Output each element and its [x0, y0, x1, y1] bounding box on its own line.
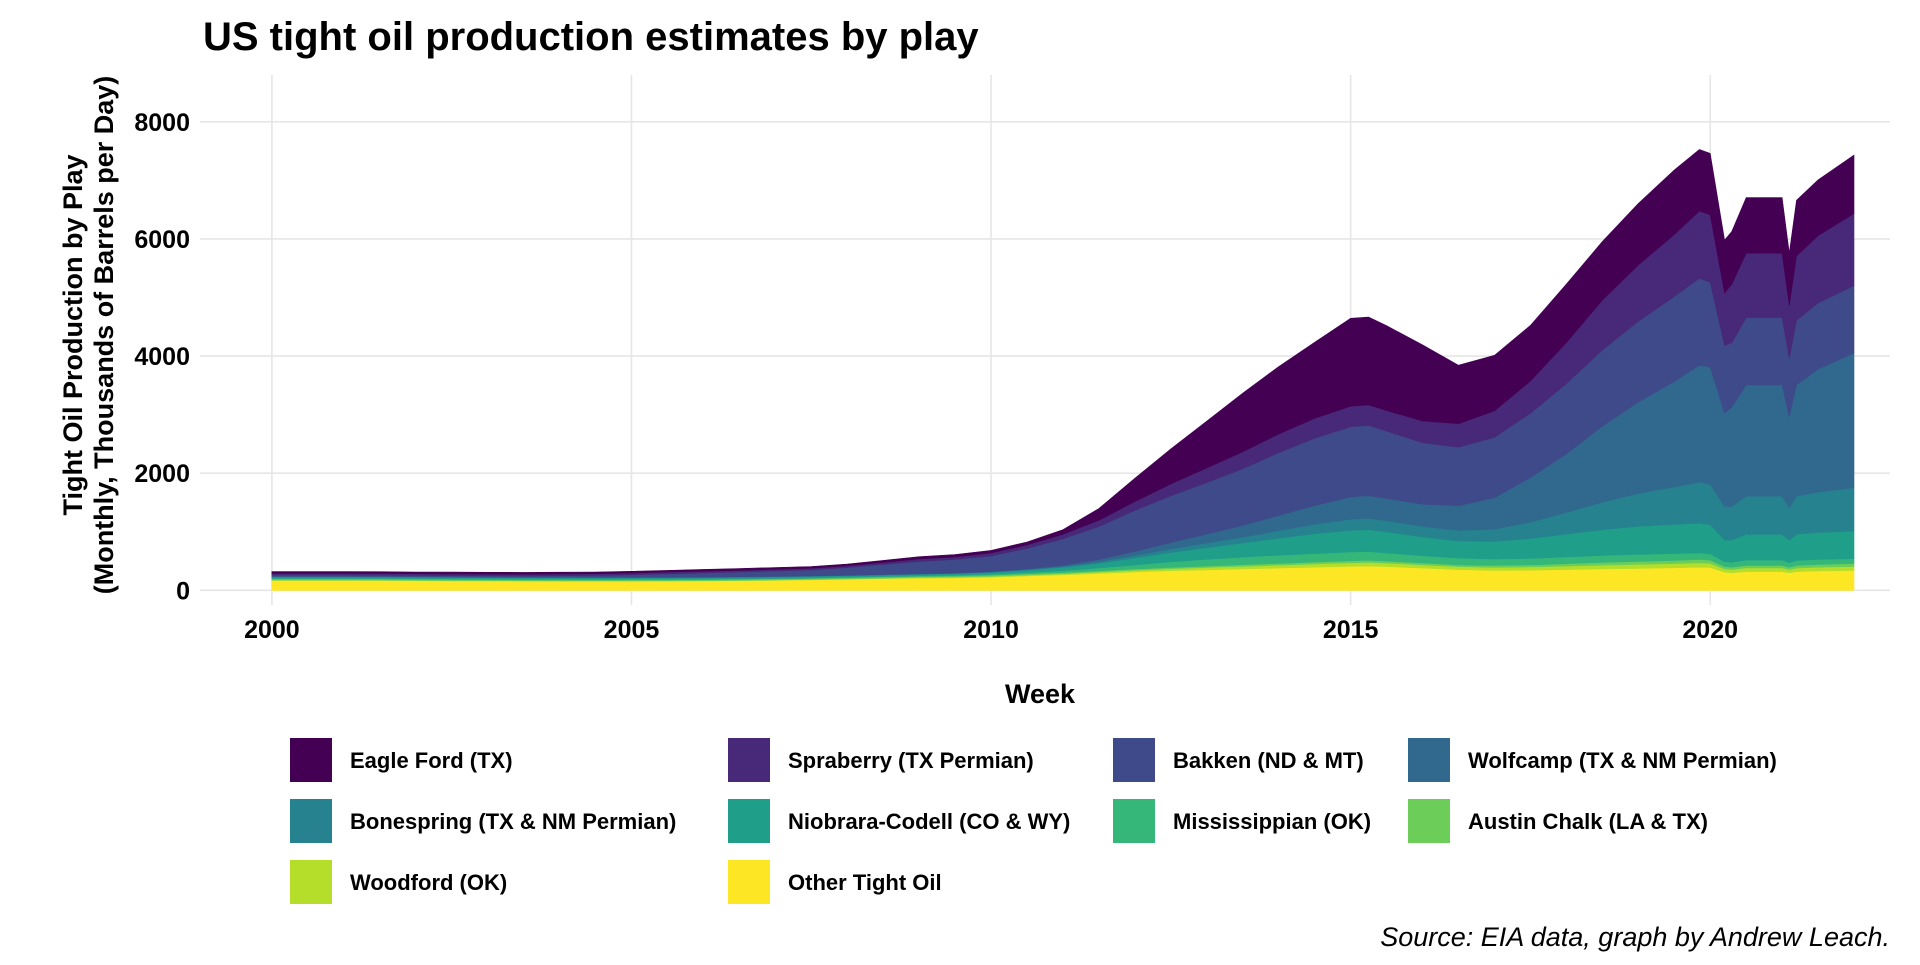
legend-item: Spraberry (TX Permian) [728, 738, 1034, 782]
x-tick-label: 2005 [604, 616, 660, 644]
legend-item: Mississippian (OK) [1113, 799, 1371, 843]
legend-swatch [290, 799, 332, 843]
legend-swatch [728, 738, 770, 782]
legend-item: Woodford (OK) [290, 860, 507, 904]
legend-item: Eagle Ford (TX) [290, 738, 513, 782]
legend-label: Niobrara-Codell (CO & WY) [788, 809, 1070, 834]
legend-swatch [290, 860, 332, 904]
source-caption: Source: EIA data, graph by Andrew Leach. [1380, 922, 1890, 952]
legend-item: Bakken (ND & MT) [1113, 738, 1364, 782]
y-tick-label: 4000 [134, 343, 190, 371]
x-axis-title: Week [1005, 679, 1076, 709]
legend-label: Bakken (ND & MT) [1173, 748, 1364, 773]
legend: Eagle Ford (TX) Spraberry (TX Permian) Bak… [290, 738, 1777, 904]
legend-item: Niobrara-Codell (CO & WY) [728, 799, 1070, 843]
legend-swatch [728, 799, 770, 843]
legend-swatch [1113, 799, 1155, 843]
y-tick-label: 2000 [134, 460, 190, 488]
x-tick-label: 2015 [1323, 616, 1379, 644]
legend-label: Wolfcamp (TX & NM Permian) [1468, 748, 1777, 773]
y-tick-label: 0 [176, 577, 190, 605]
legend-label: Bonespring (TX & NM Permian) [350, 809, 676, 834]
legend-item: Austin Chalk (LA & TX) [1408, 799, 1708, 843]
y-axis-title-line2: (Monthly, Thousands of Barrels per Day) [89, 76, 119, 595]
legend-swatch [1408, 738, 1450, 782]
legend-item: Other Tight Oil [728, 860, 942, 904]
y-axis-title-line1: Tight Oil Production by Play [58, 154, 88, 515]
y-tick-label: 8000 [134, 109, 190, 137]
legend-label: Spraberry (TX Permian) [788, 748, 1034, 773]
area-eagle-ford-tx [271, 149, 1855, 575]
legend-label: Austin Chalk (LA & TX) [1468, 809, 1708, 834]
x-tick-label: 2020 [1682, 616, 1738, 644]
legend-label: Other Tight Oil [788, 870, 942, 895]
legend-label: Woodford (OK) [350, 870, 507, 895]
x-tick-label: 2010 [963, 616, 1019, 644]
x-tick-label: 2000 [244, 616, 300, 644]
chart-title: US tight oil production estimates by pla… [203, 15, 979, 59]
plot-areas [271, 149, 1855, 591]
legend-swatch [728, 860, 770, 904]
legend-item: Wolfcamp (TX & NM Permian) [1408, 738, 1777, 782]
legend-label: Eagle Ford (TX) [350, 748, 513, 773]
axes: 2000 2005 2010 2015 2020 0 2000 4000 6000 8000 [134, 109, 1738, 644]
legend-item: Bonespring (TX & NM Permian) [290, 799, 676, 843]
legend-label: Mississippian (OK) [1173, 809, 1371, 834]
y-tick-label: 6000 [134, 226, 190, 254]
y-axis-title: Tight Oil Production by Play (Monthly, T… [58, 76, 119, 595]
legend-swatch [1408, 799, 1450, 843]
legend-swatch [1113, 738, 1155, 782]
legend-swatch [290, 738, 332, 782]
